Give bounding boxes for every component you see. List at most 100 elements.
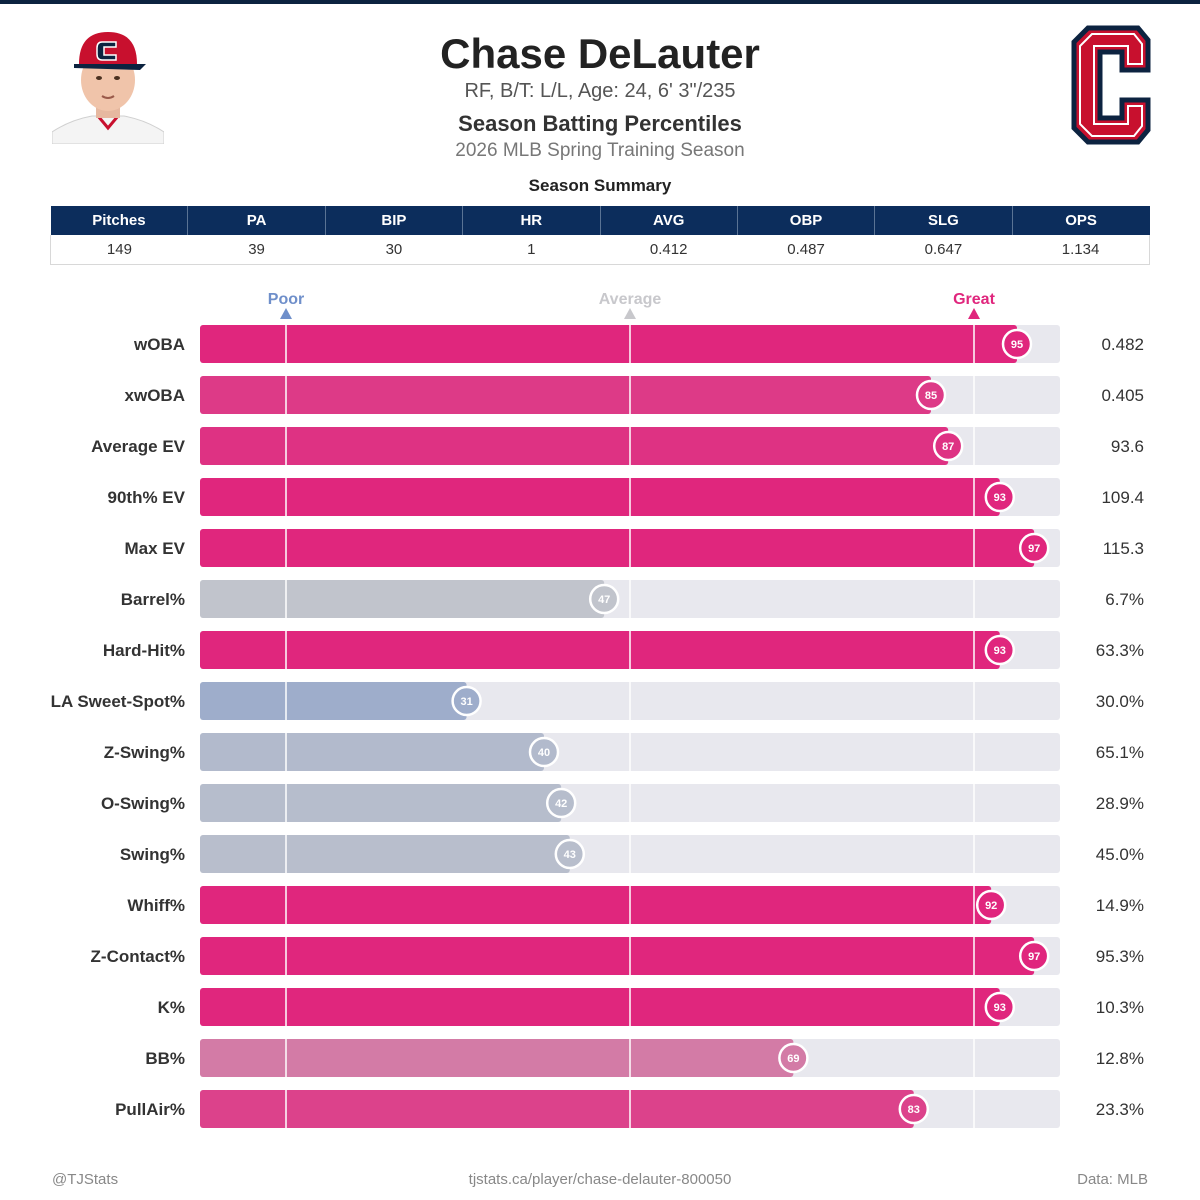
summary-value-cell: 0.487 — [737, 235, 875, 265]
metric-row: wOBA 95 0.482 — [133, 325, 1144, 363]
marker-triangle-poor — [280, 308, 292, 319]
metric-row: Average EV 87 93.6 — [91, 427, 1144, 465]
percentile-bar — [200, 886, 992, 924]
stat-value: 10.3% — [1096, 998, 1144, 1017]
percentile-dot — [984, 991, 1016, 1023]
percentile-label: 85 — [925, 390, 937, 402]
stat-value: 28.9% — [1096, 794, 1144, 813]
team-logo — [1071, 25, 1151, 145]
percentile-bar — [200, 376, 931, 414]
percentile-label: 93 — [994, 492, 1006, 504]
percentile-bar — [200, 325, 1017, 363]
percentile-bar — [200, 631, 1000, 669]
percentile-dot — [932, 430, 964, 462]
metric-row: Barrel% 47 6.7% — [121, 580, 1144, 618]
percentile-label: 97 — [1028, 543, 1040, 555]
metric-row: Hard-Hit% 93 63.3% — [103, 631, 1144, 669]
metric-label: xwOBA — [125, 386, 185, 405]
percentile-label: 31 — [460, 696, 472, 708]
percentile-dot — [975, 889, 1007, 921]
player-info: RF, B/T: L/L, Age: 24, 6' 3"/235 — [464, 80, 736, 102]
stat-value: 23.3% — [1096, 1100, 1144, 1119]
metric-row: Max EV 97 115.3 — [125, 529, 1144, 567]
marker-triangle-average — [624, 308, 636, 319]
percentile-label: 97 — [1028, 951, 1040, 963]
summary-header-cell: AVG — [600, 206, 738, 235]
stat-value: 109.4 — [1101, 488, 1144, 507]
metric-label: O-Swing% — [101, 794, 185, 813]
metric-row: BB% 69 12.8% — [145, 1039, 1144, 1077]
footer-url[interactable]: tjstats.ca/player/chase-delauter-800050 — [468, 1171, 732, 1188]
summary-value-row: 149 39 30 1 0.412 0.487 0.647 1.134 — [49, 235, 1151, 265]
footer-source: Data: MLB — [1077, 1171, 1148, 1188]
summary-value-cell: 0.412 — [600, 235, 738, 265]
percentile-bar — [200, 478, 1000, 516]
summary-value-cell: 0.647 — [874, 235, 1013, 265]
percentile-dot — [915, 379, 947, 411]
percentile-label: 69 — [787, 1053, 799, 1065]
metric-row: Whiff% 92 14.9% — [127, 886, 1144, 924]
stat-value: 30.0% — [1096, 692, 1144, 711]
percentile-bar — [200, 733, 544, 771]
summary-value-cell: 39 — [187, 235, 326, 265]
summary-header-cell: OPS — [1012, 206, 1150, 235]
percentile-dot — [554, 838, 586, 870]
summary-value-cell: 1.134 — [1012, 235, 1151, 265]
summary-title: Season Summary — [528, 176, 672, 195]
percentile-label: 42 — [555, 798, 567, 810]
player-name: Chase DeLauter — [440, 30, 760, 77]
percentile-label: 95 — [1011, 339, 1023, 351]
metric-row: PullAir% 83 23.3% — [115, 1090, 1144, 1128]
metric-row: K% 93 10.3% — [158, 988, 1144, 1026]
summary-value-cell: 30 — [325, 235, 463, 265]
stat-value: 115.3 — [1103, 539, 1144, 558]
percentile-dot — [1018, 532, 1050, 564]
top-accent-bar — [0, 0, 1200, 4]
summary-header-cell: Pitches — [50, 206, 189, 235]
percentile-bar — [200, 1039, 794, 1077]
footer-credit: @TJStats — [52, 1171, 119, 1188]
percentile-label: 93 — [994, 1002, 1006, 1014]
stat-value: 63.3% — [1096, 641, 1144, 660]
percentile-bar — [200, 988, 1000, 1026]
percentile-dot — [451, 685, 482, 717]
percentile-dot — [1018, 940, 1050, 972]
summary-header-cell: OBP — [737, 206, 876, 235]
percentile-label: 92 — [985, 900, 997, 912]
marker-label-great: Great — [953, 291, 995, 308]
percentile-dot — [984, 481, 1016, 513]
metric-label: Barrel% — [121, 590, 185, 609]
percentile-dot — [898, 1093, 930, 1125]
percentile-bar — [200, 427, 949, 465]
metric-row: Z-Swing% 40 65.1% — [104, 733, 1144, 771]
summary-header-cell: PA — [187, 206, 326, 235]
stat-value: 45.0% — [1096, 845, 1144, 864]
stat-value: 6.7% — [1105, 590, 1144, 609]
summary-value-cell: 1 — [462, 235, 600, 265]
metric-label: Hard-Hit% — [103, 641, 185, 660]
metric-row: LA Sweet-Spot% 31 30.0% — [51, 682, 1144, 720]
percentile-dot — [984, 634, 1016, 666]
percentile-label: 93 — [994, 645, 1006, 657]
percentile-dot — [528, 736, 560, 768]
metric-label: 90th% EV — [108, 488, 186, 507]
metric-label: BB% — [145, 1049, 185, 1068]
chart-subtitle: Season Batting Percentiles — [458, 111, 742, 136]
metric-label: wOBA — [133, 335, 185, 354]
metric-label: Whiff% — [127, 896, 185, 915]
summary-value-cell: 149 — [49, 235, 188, 265]
player-headshot — [52, 32, 164, 144]
percentile-label: 47 — [598, 594, 610, 606]
marker-label-average: Average — [599, 291, 662, 308]
season-label: 2026 MLB Spring Training Season — [455, 140, 745, 161]
percentile-chart: Poor Average Great wOBA 95 0.482 xwOBA 85 0.405 A… — [51, 291, 1144, 1128]
percentile-bar — [200, 784, 562, 822]
metric-label: LA Sweet-Spot% — [51, 692, 185, 711]
metric-row: Swing% 43 45.0% — [120, 835, 1144, 873]
metric-row: Z-Contact% 97 95.3% — [91, 937, 1144, 975]
percentile-bar — [200, 1090, 914, 1128]
stat-value: 95.3% — [1096, 947, 1144, 966]
percentile-bar — [200, 529, 1035, 567]
summary-header-cell: HR — [462, 206, 601, 235]
percentile-dot — [545, 787, 577, 819]
